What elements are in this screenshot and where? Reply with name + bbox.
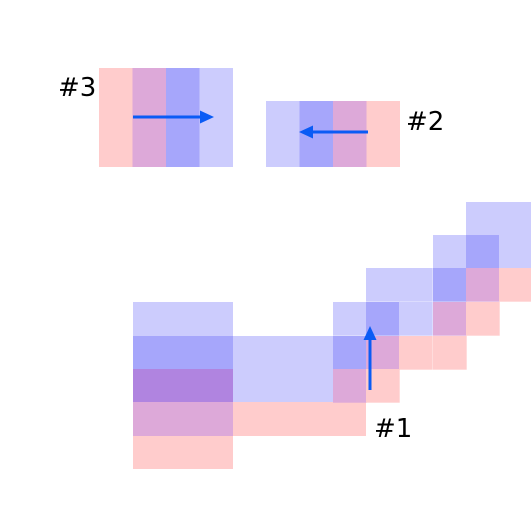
pattern-1-cell (466, 268, 500, 302)
arrow-up-icon-head (363, 326, 377, 340)
arrow-up-icon (363, 326, 377, 390)
pattern-1-block (133, 369, 233, 402)
pattern-1-cell (433, 235, 467, 269)
pattern-1-cell (433, 302, 467, 336)
pattern-1-block (133, 302, 233, 336)
pattern-1-cell (399, 302, 433, 336)
pattern-1-block (133, 402, 233, 436)
pattern-1-cell (333, 336, 367, 370)
arrow-right-icon (133, 110, 214, 124)
label-3: #3 (58, 73, 97, 103)
pattern-1-cell (433, 268, 467, 302)
pattern-1-cell (433, 336, 467, 370)
pattern-1-block (233, 336, 333, 402)
pattern-1-cell (366, 336, 400, 370)
arrow-right-icon-head (200, 110, 214, 124)
arrow-left-icon-head (299, 125, 313, 139)
pattern-1-cell (499, 235, 531, 269)
pattern-1-cell (399, 268, 433, 302)
pattern-3-strip (99, 68, 133, 167)
label-1: #1 (374, 414, 413, 444)
pattern-1-cell (366, 268, 400, 302)
pattern-2-strip (333, 101, 367, 167)
pattern-1-cell (466, 202, 500, 236)
arrow-left-icon (299, 125, 368, 139)
pattern-1-cell (466, 302, 500, 336)
pattern-1-cell (366, 369, 400, 403)
pattern-1-cell (499, 268, 531, 302)
label-2: #2 (406, 107, 445, 137)
pattern-1-cell (333, 302, 367, 336)
pattern-1-block (133, 436, 233, 469)
pattern-1-cell (499, 202, 531, 236)
pattern-1-cell (333, 369, 367, 403)
pattern-1-cell (399, 336, 433, 370)
pattern-1-block (233, 402, 366, 436)
pattern-2-strip (366, 101, 400, 167)
pattern-2-strip (266, 101, 300, 167)
pattern-1-block (133, 336, 233, 369)
pattern-1-cell (466, 235, 500, 269)
